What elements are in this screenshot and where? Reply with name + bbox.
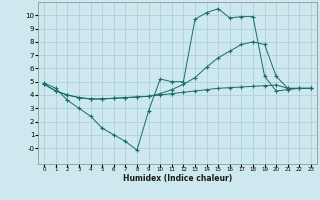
X-axis label: Humidex (Indice chaleur): Humidex (Indice chaleur) — [123, 174, 232, 183]
